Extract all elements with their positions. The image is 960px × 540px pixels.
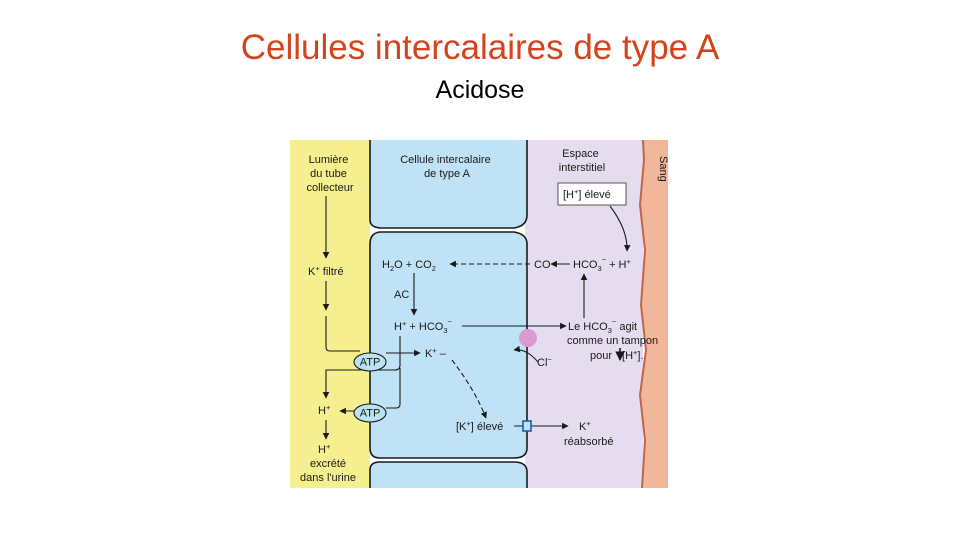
blood-label: Sang: [657, 156, 668, 182]
h2o-co2-label: H2O + CO2: [382, 259, 436, 273]
atp-label-2: ATP: [360, 408, 381, 420]
slide-title: Cellules intercalaires de type A: [240, 28, 720, 67]
interstitial-label: Espace interstitiel: [559, 148, 605, 174]
atp-pump-1: [353, 352, 387, 372]
tampon-line-1: Le HCO3− agit: [568, 317, 637, 335]
h-excrete-label: H+: [318, 442, 331, 456]
atp-label-1: ATP: [360, 357, 381, 369]
arrow-cl-in: [513, 345, 539, 363]
arrow-h-to-lumen-1: [322, 369, 334, 399]
lumen-region: [290, 140, 370, 488]
ac-label: AC: [394, 289, 409, 301]
atp-pump-2: [353, 403, 387, 423]
k-filtre-label: K+ filtré: [308, 264, 344, 278]
k-reabsorbe-label: K+: [579, 419, 591, 433]
diagram-svg: Lumière du tube collecteur Cellule inter…: [290, 140, 668, 488]
cell-label: Cellule intercalaire de type A: [400, 154, 494, 180]
k-eleve-label: [K+] élevé: [456, 419, 503, 433]
h-eleve-label: [H+] élevé: [563, 187, 611, 201]
reabsorbe-label: réabsorbé: [564, 436, 614, 448]
slide-subtitle: Acidose: [435, 76, 525, 104]
co-label: CO: [534, 259, 551, 271]
cell-middle: [369, 231, 528, 459]
tampon-line-2: comme un tampon: [567, 335, 658, 347]
h-hco3-label: H+ + HCO3−: [394, 317, 453, 335]
k-cell-label: K+ –: [425, 346, 447, 360]
excrete-label: excrété: [310, 458, 346, 470]
blood-region: [640, 140, 668, 488]
h-lumen-label: H+: [318, 403, 331, 417]
h-path-down: [332, 336, 401, 371]
intercalated-cell-diagram: Lumière du tube collecteur Cellule inter…: [290, 140, 668, 488]
arrow-k-dashed: [451, 359, 487, 419]
cell-bottom: [369, 461, 528, 488]
tampon-line-3: pour [H+].: [590, 348, 644, 362]
blood-border: [638, 140, 648, 488]
k-path-to-atp: [325, 316, 360, 352]
h-path-atp2: [386, 368, 401, 409]
cell-top: [369, 140, 528, 229]
urine-label: dans l'urine: [300, 472, 356, 484]
k-channel: [522, 420, 532, 432]
arrow-h-to-hco3: [609, 205, 631, 252]
lumen-label: Lumière du tube collecteur: [306, 154, 353, 194]
cl-hco3-exchanger: [519, 329, 537, 347]
cl-label: Cl−: [537, 355, 552, 369]
h-eleve-box: [557, 182, 627, 206]
hco3-h-label: HCO3− + H+: [573, 255, 632, 273]
